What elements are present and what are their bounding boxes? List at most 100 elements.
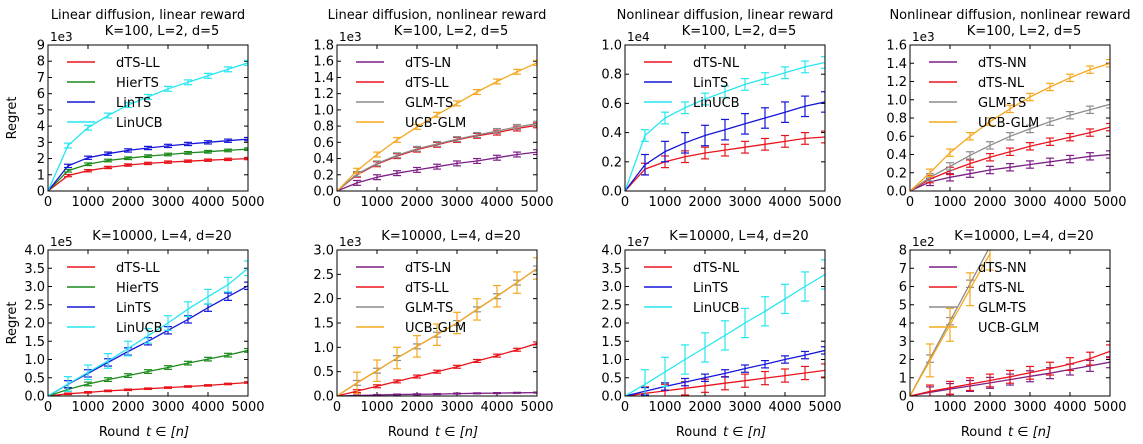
y-tick-label: 0.5 (24, 371, 45, 386)
y-tick-label: 4.0 (601, 244, 622, 259)
chart-panel-3: Nonlinear diffusion, linear rewardK=100,… (601, 8, 841, 210)
y-tick-label: 3.5 (601, 262, 622, 277)
y-tick-label: 1 (899, 371, 907, 386)
legend-label: LinUCB (693, 96, 740, 111)
x-tick-label: 4000 (768, 195, 801, 210)
x-tick-label: 4000 (480, 400, 513, 415)
y-tick-label: 2.5 (313, 268, 334, 283)
plot-area (337, 59, 537, 191)
y-tick-label: 3.0 (24, 280, 45, 295)
legend-label: dTS-NL (693, 261, 740, 276)
x-tick-label: 3000 (728, 400, 761, 415)
x-axis-label: Round (676, 425, 717, 440)
y-tick-label: 2.5 (601, 298, 622, 313)
y-tick-label: 1.0 (601, 39, 622, 54)
y-tick-label: 1.4 (313, 71, 334, 86)
axis-exponent: 1e4 (627, 30, 650, 44)
chart-panel-7: K=10000, L=4, d=20 1e7 0 1000 2000 3000 4000 50… (601, 229, 841, 440)
x-tick-label: 2000 (973, 400, 1006, 415)
chart-panel-2: Linear diffusion, nonlinear rewardK=100,… (313, 8, 553, 210)
y-tick-label: 3.0 (313, 244, 334, 259)
legend-label: dTS-LN (405, 261, 451, 276)
y-tick-label: 0.0 (601, 185, 622, 200)
y-tick-label: 0.5 (313, 365, 334, 380)
x-tick-label: 3000 (728, 195, 761, 210)
x-tick-label: 5000 (520, 195, 553, 210)
x-tick-label: 0 (906, 195, 914, 210)
y-tick-label: 1.5 (601, 335, 622, 350)
y-tick-label: 0.2 (601, 155, 622, 170)
legend-label: GLM-TS (978, 301, 1026, 316)
legend-label: dTS-LL (116, 261, 160, 276)
chart-title: Linear diffusion, linear reward (51, 8, 245, 23)
x-tick-label: 5000 (1093, 400, 1126, 415)
chart-subtitle: K=100, L=2, d=5 (682, 24, 797, 39)
x-axis-label: Round (388, 425, 429, 440)
chart-subtitle: K=10000, L=4, d=20 (381, 229, 520, 244)
y-tick-label: 1.5 (313, 317, 334, 332)
x-tick-label: 2000 (688, 195, 721, 210)
y-tick-label: 1.8 (313, 39, 334, 54)
x-axis-label: Round (99, 425, 140, 440)
y-tick-label: 0.0 (24, 390, 45, 405)
axes-frame (624, 249, 826, 397)
axes-frame (909, 44, 1111, 192)
legend-label: UCB-GLM (405, 116, 466, 131)
chart-subtitle: K=10000, L=4, d=20 (954, 229, 1093, 244)
x-tick-label: 0 (621, 195, 629, 210)
y-tick-label: 1.6 (886, 39, 907, 54)
legend-label: dTS-NN (978, 56, 1027, 71)
legend-label: dTS-LL (116, 56, 160, 71)
axis-exponent: 1e2 (912, 235, 935, 249)
legend-label: LinTS (116, 96, 151, 111)
x-tick-label: 0 (906, 400, 914, 415)
legend-label: UCB-GLM (405, 321, 466, 336)
x-tick-label: 1000 (933, 400, 966, 415)
legend-label: dTS-NN (978, 261, 1027, 276)
x-tick-label: 4000 (480, 195, 513, 210)
plot-area (48, 59, 248, 191)
y-tick-label: 7 (37, 71, 45, 86)
x-tick-label: 0 (333, 195, 341, 210)
y-tick-label: 0.2 (313, 168, 334, 183)
x-tick-label: 0 (621, 400, 629, 415)
y-tick-label: 0.6 (601, 97, 622, 112)
legend-label: UCB-GLM (978, 321, 1039, 336)
series-line-dTS-LL (337, 124, 537, 191)
x-tick-label: 0 (44, 195, 52, 210)
y-tick-label: 1.0 (601, 353, 622, 368)
legend-label: GLM-TS (405, 96, 453, 111)
chart-panel-5: K=10000, L=4, d=20 1e5 0 1000 2000 3000 4000 50… (5, 229, 265, 440)
x-tick-label: 3000 (440, 195, 473, 210)
chart-subtitle: K=10000, L=4, d=20 (92, 229, 231, 244)
x-tick-label: 4000 (191, 400, 224, 415)
plot-area (48, 260, 248, 396)
y-tick-label: 5 (899, 298, 907, 313)
x-tick-label: 3000 (1013, 195, 1046, 210)
axes-frame (909, 249, 1111, 397)
y-tick-label: 0.0 (601, 390, 622, 405)
y-tick-label: 1.0 (313, 341, 334, 356)
y-tick-label: 2 (899, 353, 907, 368)
y-tick-label: 0.0 (313, 390, 334, 405)
chart-subtitle: K=10000, L=4, d=20 (669, 229, 808, 244)
y-tick-label: 1.2 (886, 75, 907, 90)
y-tick-label: 1 (37, 168, 45, 183)
axes-frame (336, 249, 538, 397)
chart-subtitle: K=100, L=2, d=5 (105, 24, 220, 39)
chart-panel-6: K=10000, L=4, d=20 1e3 0 1000 2000 3000 4000 50… (313, 229, 553, 440)
y-tick-label: 2 (37, 152, 45, 167)
x-tick-label: 4000 (768, 400, 801, 415)
x-tick-label: 1000 (71, 195, 104, 210)
y-tick-label: 0.4 (886, 148, 907, 163)
legend-label: HierTS (116, 281, 159, 296)
plot-area (910, 250, 1110, 396)
axis-exponent: 1e3 (339, 30, 362, 44)
y-axis-label: Regret (5, 302, 20, 345)
x-tick-label: 1000 (933, 195, 966, 210)
y-tick-label: 4 (899, 317, 907, 332)
x-tick-label: 1000 (71, 400, 104, 415)
legend-label: dTS-NL (693, 56, 740, 71)
